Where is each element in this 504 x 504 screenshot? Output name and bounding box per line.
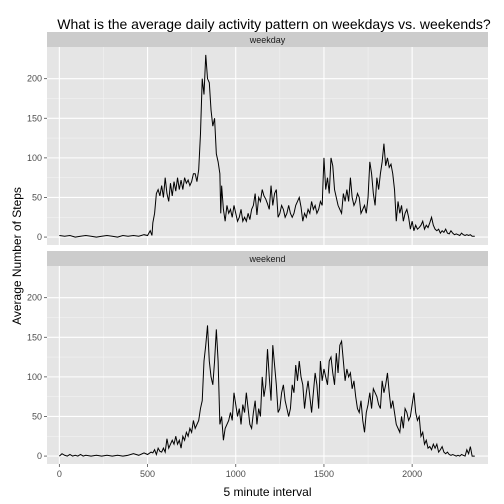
chart-title: What is the average daily activity patte… xyxy=(57,16,491,32)
y-tick-label: 0 xyxy=(37,232,42,242)
panel-background-weekend xyxy=(47,266,488,464)
y-axis-title: Average Number of Steps xyxy=(10,187,24,325)
panel-weekend: weekend 0 50 100 150 200 xyxy=(27,251,488,464)
panel-weekday: weekday 0 50 100 150 200 xyxy=(27,32,488,245)
x-tick-label: 500 xyxy=(140,469,155,479)
strip-weekday xyxy=(47,32,488,47)
y-tick-label: 150 xyxy=(27,332,42,342)
strip-label-weekend: weekend xyxy=(248,254,285,264)
y-tick-label: 200 xyxy=(27,293,42,303)
y-tick-label: 0 xyxy=(37,451,42,461)
x-tick-label: 2000 xyxy=(402,469,422,479)
x-axis-title: 5 minute interval xyxy=(223,485,311,499)
strip-label-weekday: weekday xyxy=(249,35,286,45)
x-tick-label: 1000 xyxy=(226,469,246,479)
y-tick-label: 100 xyxy=(27,153,42,163)
strip-weekend xyxy=(47,251,488,266)
y-ticks-weekday: 0 50 100 150 200 xyxy=(27,74,47,242)
x-axis-ticks: 0 500 1000 1500 2000 xyxy=(57,464,422,479)
y-tick-label: 50 xyxy=(32,192,42,202)
series-line-weekend xyxy=(59,325,475,457)
y-tick-label: 200 xyxy=(27,74,42,84)
y-tick-label: 50 xyxy=(32,411,42,421)
grid-weekend xyxy=(47,266,488,464)
x-tick-label: 1500 xyxy=(314,469,334,479)
panel-background-weekday xyxy=(47,47,488,245)
y-tick-label: 100 xyxy=(27,372,42,382)
y-tick-label: 150 xyxy=(27,113,42,123)
y-ticks-weekend: 0 50 100 150 200 xyxy=(27,293,47,461)
x-tick-label: 0 xyxy=(57,469,62,479)
series-line-weekday xyxy=(59,54,475,238)
